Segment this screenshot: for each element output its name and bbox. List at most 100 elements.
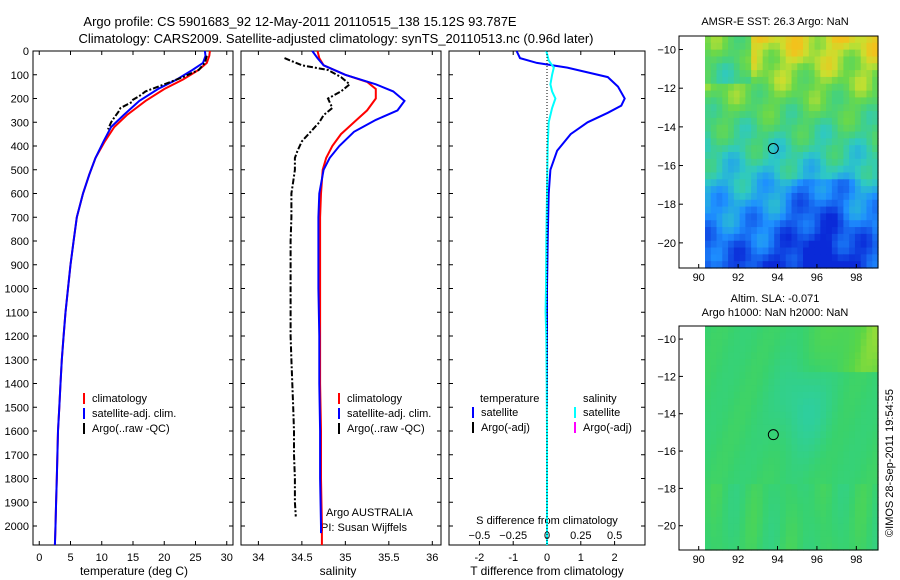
sst-heatmap-cell [843, 179, 850, 187]
sla-heatmap-cell [779, 378, 787, 386]
sst-heatmap-cell [705, 104, 712, 112]
sla-heatmap-cell [831, 457, 839, 465]
sla-heatmap-cell [733, 530, 741, 538]
sst-heatmap-cell [710, 213, 718, 221]
sst-heatmap-cell [854, 261, 862, 269]
sst-heatmap-cell [791, 42, 798, 51]
sla-heatmap-cell [843, 536, 850, 545]
sst-heatmap-cell [745, 165, 752, 174]
sla-heatmap-cell [872, 530, 879, 538]
sst-heatmap-cell [751, 199, 758, 208]
map-y-tick-label: −10 [657, 45, 676, 57]
sla-heatmap-cell [762, 438, 770, 446]
sla-heatmap-cell [710, 411, 718, 419]
sla-heatmap-cell [739, 444, 746, 452]
sla-heatmap-cell [820, 431, 827, 439]
sst-heatmap-cell [762, 97, 770, 105]
sla-heatmap-cell [745, 332, 752, 340]
sla-heatmap-cell [791, 424, 798, 433]
sla-heatmap-cell [872, 352, 879, 360]
sla-heatmap-cell [803, 530, 810, 538]
sla-heatmap-cell [785, 365, 793, 373]
sla-heatmap-cell [843, 530, 850, 538]
sla-heatmap-cell [733, 378, 741, 386]
sst-heatmap-cell [745, 97, 752, 105]
sla-heatmap-cell [797, 431, 804, 439]
sst-heatmap-cell [774, 247, 781, 255]
sla-heatmap-cell [779, 497, 787, 505]
sst-heatmap-cell [797, 104, 804, 112]
sla-heatmap-cell [774, 523, 781, 531]
sst-heatmap-cell [733, 117, 741, 126]
sst-heatmap-cell [762, 63, 770, 71]
sla-heatmap-cell [728, 470, 735, 479]
sla-heatmap-cell [797, 358, 804, 367]
sst-heatmap-cell [722, 97, 729, 105]
sst-heatmap-cell [705, 49, 712, 58]
sst-heatmap-cell [768, 56, 775, 64]
sst-heatmap-cell [716, 220, 723, 228]
sst-heatmap-cell [768, 111, 775, 119]
sst-heatmap-cell [797, 158, 804, 167]
sst-heatmap-cell [728, 179, 735, 187]
sst-heatmap-cell [860, 247, 868, 255]
sst-heatmap-cell [751, 220, 758, 228]
sst-heatmap-cell [774, 240, 781, 249]
sst-heatmap-cell [785, 70, 793, 78]
y-tick-label: 500 [11, 165, 29, 177]
sla-heatmap-cell [785, 398, 793, 406]
sst-heatmap-cell [872, 117, 879, 126]
sst-heatmap-cell [803, 70, 810, 78]
sla-heatmap-cell [728, 530, 735, 538]
sla-heatmap-cell [733, 470, 741, 479]
sla-heatmap-cell [774, 497, 781, 505]
sla-heatmap-cell [849, 517, 856, 525]
sla-heatmap-cell [751, 477, 758, 485]
sst-heatmap-cell [791, 213, 798, 221]
sla-heatmap-cell [831, 503, 839, 512]
sla-heatmap-cell [710, 470, 718, 479]
sst-heatmap-cell [831, 254, 839, 262]
sst-heatmap-cell [808, 186, 816, 194]
sla-heatmap-cell [826, 424, 833, 433]
sst-heatmap-cell [820, 138, 827, 146]
sst-heatmap-cell [849, 254, 856, 262]
sla-heatmap-cell [756, 464, 764, 472]
sst-heatmap-cell [854, 254, 862, 262]
sla-heatmap-cell [705, 352, 712, 360]
sla-heatmap-cell [751, 470, 758, 479]
sla-heatmap-cell [791, 490, 798, 498]
sla-heatmap-cell [791, 464, 798, 472]
sst-heatmap-cell [797, 83, 804, 92]
sla-heatmap-cell [843, 484, 850, 492]
sla-heatmap-cell [866, 517, 873, 525]
sst-heatmap-cell [733, 213, 741, 221]
sst-heatmap-cell [814, 261, 821, 269]
sla-heatmap-cell [733, 352, 741, 360]
sst-heatmap-cell [785, 192, 793, 201]
sst-heatmap-cell [849, 179, 856, 187]
sla-heatmap-cell [710, 398, 718, 406]
sla-heatmap-cell [831, 326, 839, 334]
sst-heatmap-cell [745, 240, 752, 249]
sla-heatmap-cell [733, 418, 741, 426]
sla-heatmap-cell [791, 365, 798, 373]
sla-heatmap-cell [814, 385, 821, 393]
sst-heatmap-cell [791, 90, 798, 99]
sst-heatmap-cell [803, 179, 810, 187]
sla-heatmap-cell [791, 477, 798, 485]
sst-heatmap-cell [872, 124, 879, 133]
sst-heatmap-cell [728, 240, 735, 249]
sst-heatmap-cell [762, 254, 770, 262]
sla-heatmap-cell [808, 418, 816, 426]
map-x-tick-label: 98 [850, 554, 862, 566]
sla-heatmap-cell [745, 503, 752, 512]
sla-heatmap-cell [849, 490, 856, 498]
sst-heatmap-cell [860, 192, 868, 201]
sst-heatmap-cell [739, 158, 746, 167]
sst-heatmap-cell [768, 165, 775, 174]
sla-heatmap-cell [774, 424, 781, 433]
sla-heatmap-cell [768, 536, 775, 545]
sst-heatmap-cell [872, 192, 879, 201]
sst-heatmap-cell [779, 199, 787, 208]
